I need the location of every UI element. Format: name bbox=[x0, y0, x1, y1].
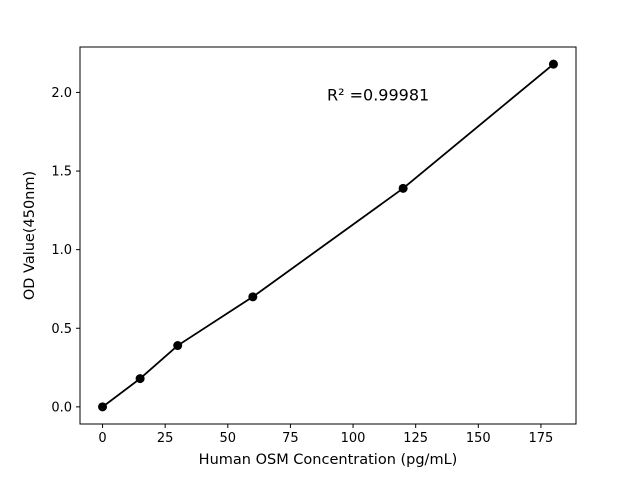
y-tick-label: 1.5 bbox=[51, 165, 72, 180]
x-tick-label: 0 bbox=[98, 431, 106, 446]
x-axis-label: Human OSM Concentration (pg/mL) bbox=[199, 452, 458, 468]
y-tick-label: 0.5 bbox=[51, 322, 72, 337]
x-tick-label: 125 bbox=[403, 431, 428, 446]
x-tick-label: 175 bbox=[529, 431, 554, 446]
data-point bbox=[548, 59, 558, 69]
plot-area bbox=[80, 47, 576, 424]
fit-line bbox=[102, 63, 555, 408]
r-squared-annotation: R² =0.99981 bbox=[327, 85, 429, 104]
y-tick-label: 1.0 bbox=[51, 243, 72, 258]
x-tick-label: 25 bbox=[157, 431, 174, 446]
data-point bbox=[135, 374, 145, 384]
y-tick-label: 0.0 bbox=[51, 400, 72, 415]
x-tick-label: 50 bbox=[220, 431, 237, 446]
x-tick-label: 100 bbox=[341, 431, 366, 446]
y-tick-label: 2.0 bbox=[51, 86, 72, 101]
x-tick-label: 150 bbox=[466, 431, 491, 446]
data-point bbox=[398, 183, 408, 193]
x-tick-label: 75 bbox=[282, 431, 299, 446]
plot-frame bbox=[79, 46, 577, 425]
data-point bbox=[173, 341, 183, 351]
data-point bbox=[98, 402, 108, 412]
data-point bbox=[248, 292, 258, 302]
y-axis-label: OD Value(450nm) bbox=[22, 171, 38, 300]
